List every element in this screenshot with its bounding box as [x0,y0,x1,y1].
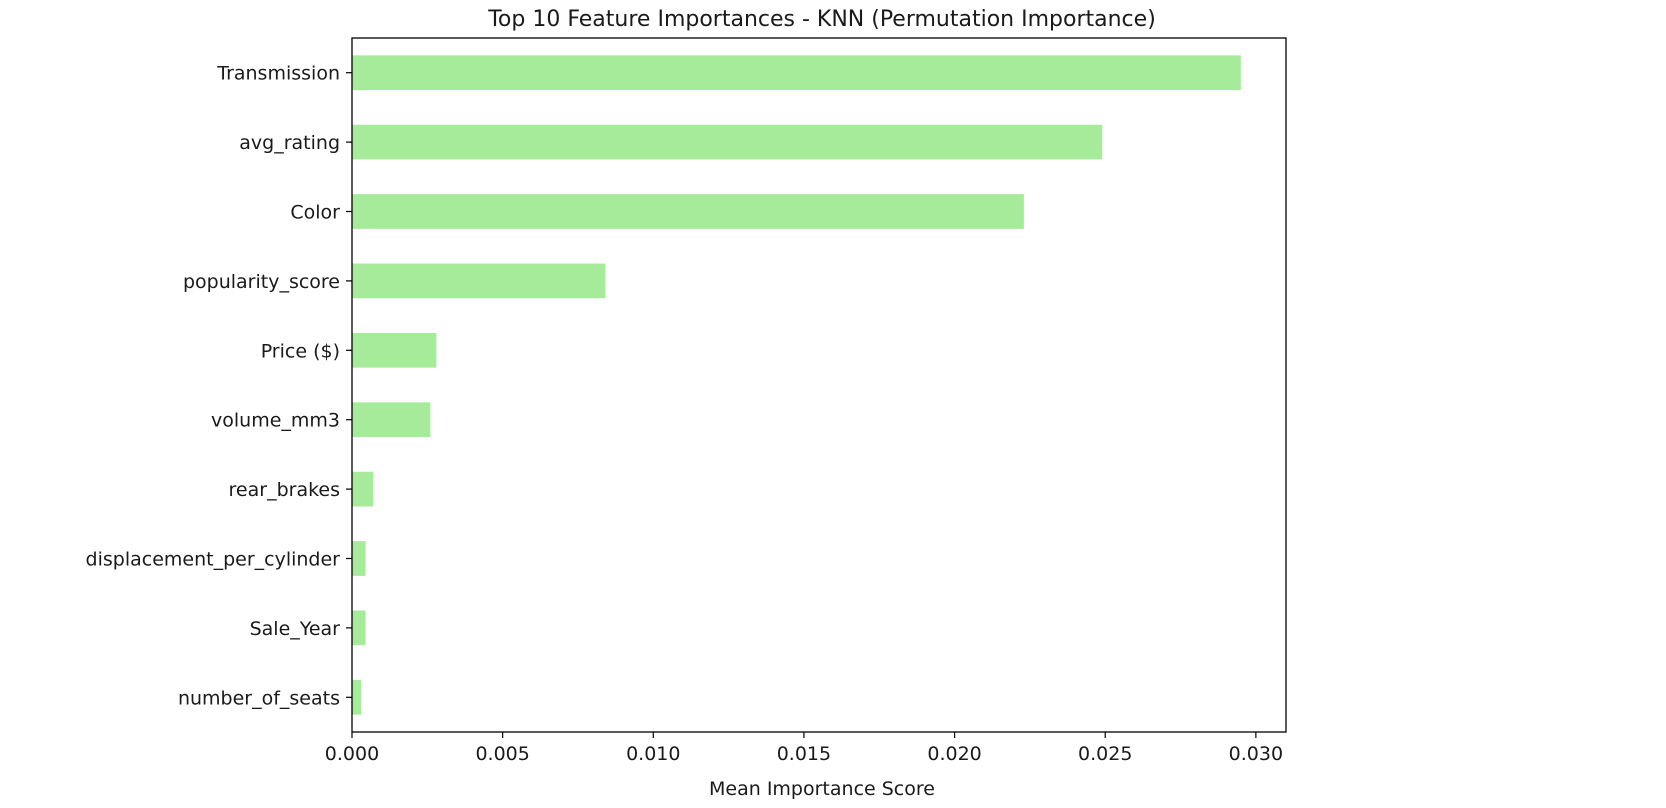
y-tick-label: Sale_Year [250,618,341,640]
bar-5 [352,402,431,438]
y-tick-label: volume_mm3 [211,410,340,432]
y-tick-label: rear_brakes [229,479,340,501]
bar-4 [352,332,437,368]
bar-8 [352,610,366,646]
y-axis: Transmission avg_rating Color popularity_sc… [86,63,352,709]
y-tick-label: displacement_per_cylinder [86,549,341,571]
x-tick-label: 0.005 [475,743,529,765]
y-tick-label: Price ($) [261,340,340,362]
x-tick-label: 0.025 [1078,743,1132,765]
x-tick-label: 0.020 [927,743,981,765]
x-tick-label: 0.015 [777,743,831,765]
x-axis-label: Mean Importance Score [709,778,935,800]
bar-2 [352,194,1024,229]
y-tick-label: popularity_score [183,271,340,293]
bar-3 [352,263,606,299]
plot-frame [351,37,1287,733]
y-tick-label: avg_rating [239,132,340,154]
y-tick-label: number_of_seats [178,687,340,709]
chart-title: Top 10 Feature Importances - KNN (Permut… [487,7,1156,32]
x-tick-label: 0.030 [1229,743,1283,765]
x-tick-label: 0.010 [626,743,680,765]
x-tick-label: 0.000 [325,743,379,765]
x-axis: 0.000 0.005 0.010 0.015 0.020 0.025 0.030 [325,732,1283,765]
y-tick-label: Color [290,202,340,224]
bar-6 [352,471,374,507]
bar-7 [352,541,366,576]
bar-0 [352,55,1241,91]
bars-layer [352,55,1241,715]
bar-9 [352,679,362,715]
bar-1 [352,124,1103,160]
y-tick-label: Transmission [216,63,340,85]
